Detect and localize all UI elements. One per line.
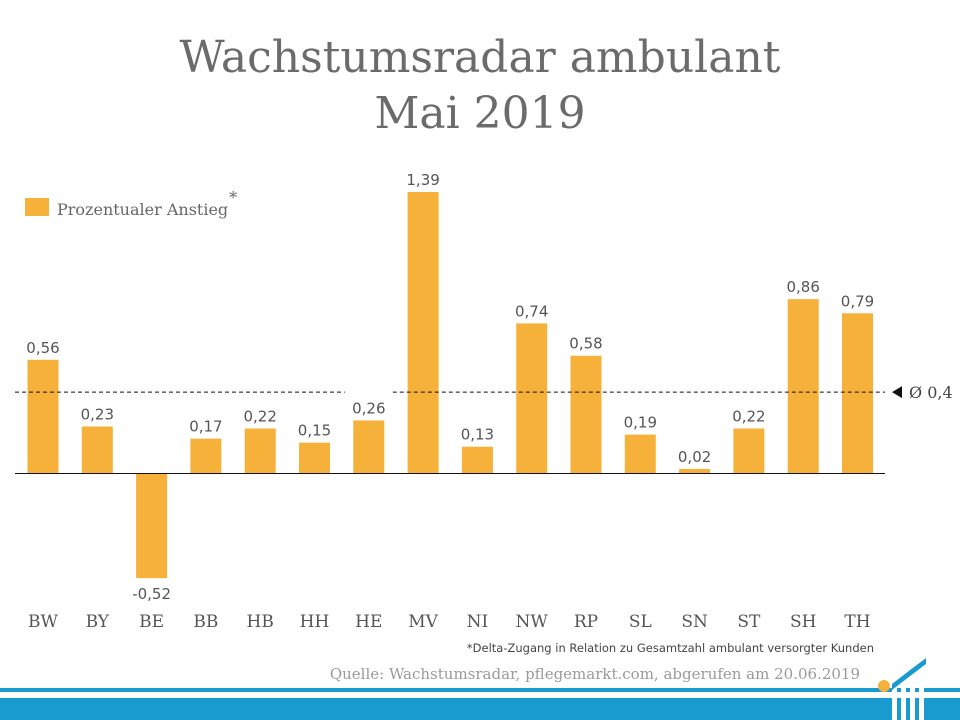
category-label-hh: HH (300, 612, 330, 632)
footer-band-gap (0, 692, 960, 698)
bar-st (733, 428, 765, 473)
value-label-sn: 0,02 (678, 448, 711, 466)
logo-bar-4 (919, 654, 924, 720)
value-label-by: 0,23 (81, 406, 114, 424)
logo-swoosh (892, 658, 926, 690)
category-label-hb: HB (247, 612, 274, 632)
value-label-hb: 0,22 (243, 408, 276, 426)
legend-asterisk: * (229, 187, 238, 207)
average-marker (892, 386, 902, 399)
bar-rp (570, 355, 602, 473)
category-label-he: HE (355, 612, 382, 632)
category-label-sn: SN (681, 612, 708, 632)
value-labels-group: 0,56 0,23 -0,52 0,17 0,22 0,15 0,26 1,39 0,13 0,7… (26, 171, 874, 603)
value-label-bw: 0,56 (26, 339, 59, 357)
category-label-mv: MV (408, 612, 438, 632)
logo-bar-3 (910, 658, 915, 720)
chart-title: Wachstumsradar ambulant Mai 2019 (0, 30, 960, 142)
value-label-th: 0,79 (841, 292, 874, 310)
company-logo (878, 654, 926, 720)
legend-label: Prozentualer Anstieg (57, 199, 229, 219)
value-label-rp: 0,58 (569, 335, 602, 353)
value-label-hh: 0,15 (298, 422, 331, 440)
chart-title-line1: Wachstumsradar ambulant (179, 32, 781, 83)
value-label-nw: 0,74 (515, 302, 548, 320)
bar-sl (624, 434, 656, 473)
category-label-be: BE (139, 612, 164, 632)
source-note: Quelle: Wachstumsradar, pflegemarkt.com,… (329, 665, 860, 683)
bar-hb (244, 428, 276, 473)
category-label-bb: BB (193, 612, 218, 632)
category-label-by: BY (86, 612, 110, 632)
value-label-st: 0,22 (732, 408, 765, 426)
footer-band-thin (0, 688, 960, 692)
bar-bb (190, 438, 222, 473)
bars-group (27, 192, 873, 579)
bar-he (353, 420, 385, 473)
category-label-th: TH (844, 612, 870, 632)
category-label-sh: SH (790, 612, 816, 632)
footer-band (0, 698, 960, 720)
value-label-be: -0,52 (132, 585, 171, 603)
category-label-bw: BW (28, 612, 58, 632)
legend: Prozentualer Anstieg * (25, 188, 237, 222)
chart-title-line2: Mai 2019 (374, 88, 586, 139)
value-label-ni: 0,13 (461, 426, 494, 444)
footnote: *Delta-Zugang in Relation zu Gesamtzahl … (466, 641, 874, 655)
value-label-mv: 1,39 (406, 171, 439, 189)
bar-sn (679, 468, 711, 473)
category-label-ni: NI (467, 612, 489, 632)
bar-ni (461, 446, 493, 473)
category-label-rp: RP (574, 612, 598, 632)
category-label-nw: NW (516, 612, 549, 632)
average-label: Ø 0,4 (909, 383, 953, 402)
bar-by (81, 426, 113, 473)
value-label-he: 0,26 (352, 399, 385, 417)
bar-bw (27, 359, 59, 473)
value-label-sh: 0,86 (786, 278, 819, 296)
value-label-sl: 0,19 (624, 414, 657, 432)
category-label-st: ST (737, 612, 761, 632)
legend-swatch (25, 198, 49, 216)
bar-th (842, 313, 873, 473)
logo-dot (878, 680, 890, 692)
bar-nw (516, 323, 548, 473)
bar-mv (407, 192, 439, 473)
value-label-bb: 0,17 (189, 418, 222, 436)
bar-sh (787, 299, 819, 473)
bar-hh (299, 442, 330, 473)
bar-be (136, 473, 168, 579)
logo-bar-2 (901, 668, 906, 720)
category-label-sl: SL (629, 612, 652, 632)
logo-bar-1 (892, 678, 897, 720)
category-labels-group: BW BY BE BB HB HH HE MV NI NW RP SL SN ST SH TH (28, 612, 871, 632)
